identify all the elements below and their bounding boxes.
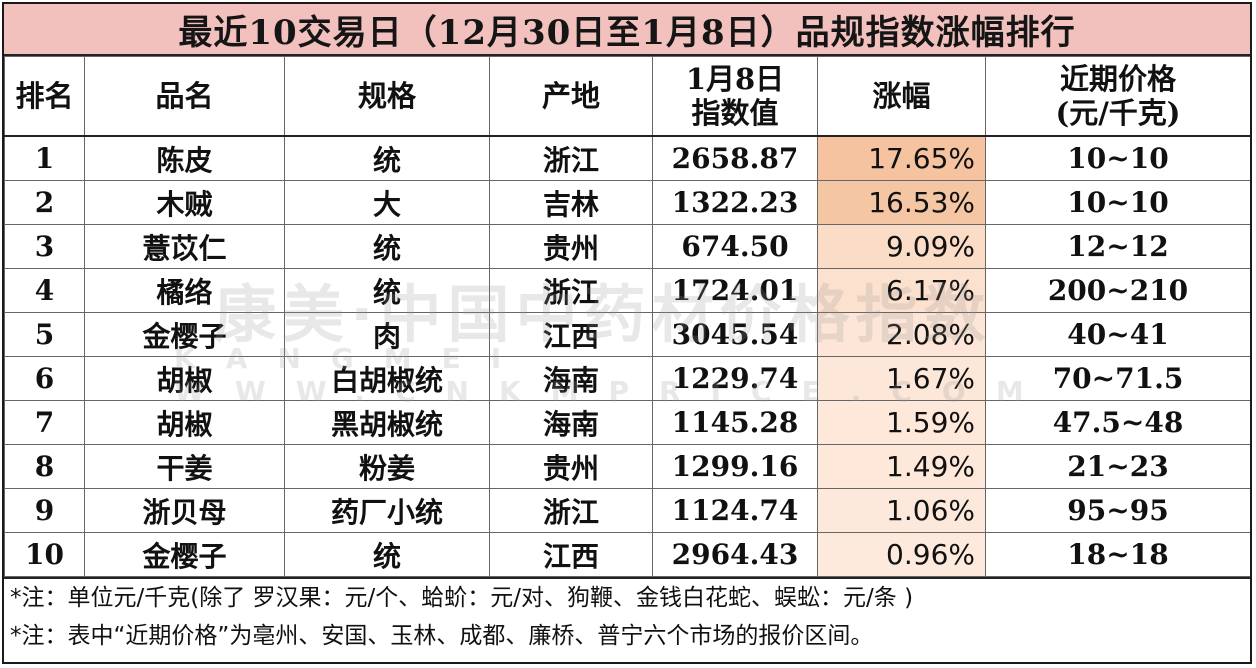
cell-change: 1.06% bbox=[817, 488, 986, 533]
table-row: 7 胡椒 黑胡椒统 海南 1145.28 1.59% 47.5~48 bbox=[4, 400, 1250, 445]
cell-price: 95~95 bbox=[985, 488, 1250, 533]
cell-spec: 白胡椒统 bbox=[284, 356, 490, 401]
table-row: 10 金樱子 统 江西 2964.43 0.96% 18~18 bbox=[4, 532, 1250, 577]
cell-price: 21~23 bbox=[985, 444, 1250, 489]
cell-index: 1229.74 bbox=[652, 356, 818, 401]
ranking-table: 排名 品名 规格 产地 1月8日 指数值 涨幅 近期价格 (元/千克) 1 陈皮… bbox=[4, 56, 1250, 577]
cell-rank: 1 bbox=[4, 135, 85, 181]
footnote-units: *注：单位元/千克(除了 罗汉果：元/个、蛤蚧：元/对、狗鞭、金钱白花蛇、蜈蚣：… bbox=[10, 585, 914, 611]
header-price-line2: (元/千克) bbox=[1055, 96, 1181, 130]
cell-origin: 海南 bbox=[489, 400, 653, 445]
cell-origin: 吉林 bbox=[489, 180, 653, 225]
header-spec: 规格 bbox=[284, 56, 490, 137]
header-index-line1: 1月8日 bbox=[685, 62, 785, 96]
cell-spec: 统 bbox=[284, 532, 490, 577]
cell-change: 1.49% bbox=[817, 444, 986, 489]
header-rank: 排名 bbox=[4, 56, 85, 137]
cell-index: 1145.28 bbox=[652, 400, 818, 445]
cell-index: 1124.74 bbox=[652, 488, 818, 533]
cell-change: 2.08% bbox=[817, 312, 986, 357]
cell-index: 674.50 bbox=[652, 224, 818, 269]
cell-index: 1299.16 bbox=[652, 444, 818, 489]
cell-name: 干姜 bbox=[84, 444, 285, 489]
cell-name: 橘络 bbox=[84, 268, 285, 313]
cell-rank: 6 bbox=[4, 356, 85, 401]
table-row: 9 浙贝母 药厂小统 浙江 1124.74 1.06% 95~95 bbox=[4, 488, 1250, 533]
cell-rank: 9 bbox=[4, 488, 85, 533]
cell-price: 70~71.5 bbox=[985, 356, 1250, 401]
cell-change: 16.53% bbox=[817, 180, 986, 225]
cell-origin: 江西 bbox=[489, 532, 653, 577]
footnotes: *注：单位元/千克(除了 罗汉果：元/个、蛤蚧：元/对、狗鞭、金钱白花蛇、蜈蚣：… bbox=[4, 577, 1250, 655]
cell-name: 薏苡仁 bbox=[84, 224, 285, 269]
cell-origin: 江西 bbox=[489, 312, 653, 357]
table-row: 5 金樱子 肉 江西 3045.54 2.08% 40~41 bbox=[4, 312, 1250, 357]
cell-rank: 7 bbox=[4, 400, 85, 445]
table-row: 2 木贼 大 吉林 1322.23 16.53% 10~10 bbox=[4, 180, 1250, 225]
header-price-line1: 近期价格 bbox=[1059, 62, 1176, 96]
header-origin: 产地 bbox=[489, 56, 653, 137]
cell-origin: 浙江 bbox=[489, 488, 653, 533]
cell-rank: 8 bbox=[4, 444, 85, 489]
cell-index: 1724.01 bbox=[652, 268, 818, 313]
cell-change: 0.96% bbox=[817, 532, 986, 577]
table-row: 6 胡椒 白胡椒统 海南 1229.74 1.67% 70~71.5 bbox=[4, 356, 1250, 401]
cell-rank: 5 bbox=[4, 312, 85, 357]
table-row: 4 橘络 统 浙江 1724.01 6.17% 200~210 bbox=[4, 268, 1250, 313]
cell-change: 1.67% bbox=[817, 356, 986, 401]
cell-spec: 药厂小统 bbox=[284, 488, 490, 533]
cell-name: 浙贝母 bbox=[84, 488, 285, 533]
cell-name: 金樱子 bbox=[84, 312, 285, 357]
cell-origin: 浙江 bbox=[489, 135, 653, 181]
cell-price: 10~10 bbox=[985, 135, 1250, 181]
cell-spec: 大 bbox=[284, 180, 490, 225]
table-title: 最近10交易日（12月30日至1月8日）品规指数涨幅排行 bbox=[4, 4, 1250, 56]
header-index: 1月8日 指数值 bbox=[652, 56, 818, 137]
cell-rank: 2 bbox=[4, 180, 85, 225]
cell-name: 陈皮 bbox=[84, 135, 285, 181]
cell-spec: 肉 bbox=[284, 312, 490, 357]
cell-spec: 统 bbox=[284, 224, 490, 269]
cell-spec: 粉姜 bbox=[284, 444, 490, 489]
cell-name: 胡椒 bbox=[84, 400, 285, 445]
cell-origin: 浙江 bbox=[489, 268, 653, 313]
cell-spec: 统 bbox=[284, 135, 490, 181]
header-index-line2: 指数值 bbox=[691, 96, 779, 130]
cell-origin: 海南 bbox=[489, 356, 653, 401]
cell-price: 18~18 bbox=[985, 532, 1250, 577]
header-name: 品名 bbox=[84, 56, 285, 137]
cell-origin: 贵州 bbox=[489, 444, 653, 489]
cell-price: 10~10 bbox=[985, 180, 1250, 225]
cell-index: 2964.43 bbox=[652, 532, 818, 577]
footnote-price-range: *注：表中“近期价格”为亳州、安国、玉林、成都、廉桥、普宁六个市场的报价区间。 bbox=[10, 623, 874, 649]
header-change: 涨幅 bbox=[817, 56, 986, 137]
cell-name: 木贼 bbox=[84, 180, 285, 225]
cell-change: 17.65% bbox=[817, 135, 986, 181]
cell-price: 12~12 bbox=[985, 224, 1250, 269]
cell-price: 47.5~48 bbox=[985, 400, 1250, 445]
cell-index: 1322.23 bbox=[652, 180, 818, 225]
table-header-row: 排名 品名 规格 产地 1月8日 指数值 涨幅 近期价格 (元/千克) bbox=[4, 56, 1250, 137]
table-row: 1 陈皮 统 浙江 2658.87 17.65% 10~10 bbox=[4, 135, 1250, 181]
cell-spec: 统 bbox=[284, 268, 490, 313]
table-row: 8 干姜 粉姜 贵州 1299.16 1.49% 21~23 bbox=[4, 444, 1250, 489]
cell-spec: 黑胡椒统 bbox=[284, 400, 490, 445]
cell-change: 9.09% bbox=[817, 224, 986, 269]
cell-name: 胡椒 bbox=[84, 356, 285, 401]
cell-name: 金樱子 bbox=[84, 532, 285, 577]
cell-price: 200~210 bbox=[985, 268, 1250, 313]
cell-index: 2658.87 bbox=[652, 135, 818, 181]
cell-rank: 10 bbox=[4, 532, 85, 577]
cell-change: 6.17% bbox=[817, 268, 986, 313]
cell-origin: 贵州 bbox=[489, 224, 653, 269]
cell-price: 40~41 bbox=[985, 312, 1250, 357]
cell-rank: 3 bbox=[4, 224, 85, 269]
header-price: 近期价格 (元/千克) bbox=[985, 56, 1250, 137]
cell-index: 3045.54 bbox=[652, 312, 818, 357]
cell-rank: 4 bbox=[4, 268, 85, 313]
cell-change: 1.59% bbox=[817, 400, 986, 445]
table-row: 3 薏苡仁 统 贵州 674.50 9.09% 12~12 bbox=[4, 224, 1250, 269]
